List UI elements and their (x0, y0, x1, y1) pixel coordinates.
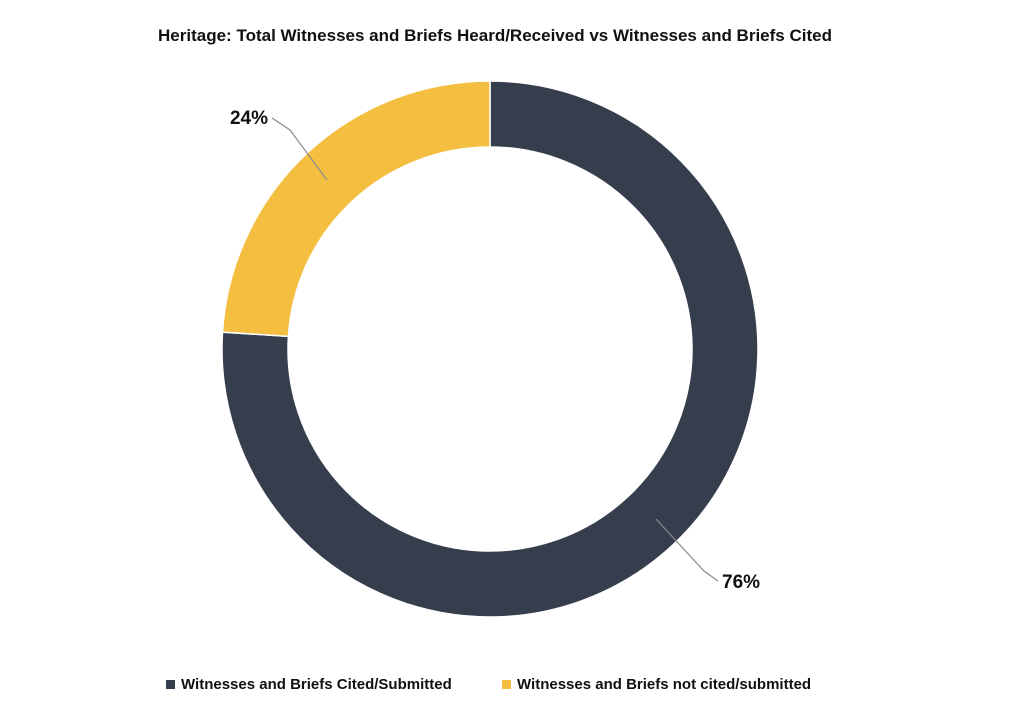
legend: Witnesses and Briefs Cited/Submitted Wit… (0, 676, 1024, 696)
leader-line-0 (655, 518, 719, 582)
donut-slices (221, 80, 759, 618)
legend-swatch-not-cited (502, 680, 511, 689)
legend-item-not-cited: Witnesses and Briefs not cited/submitted (502, 676, 811, 693)
data-labels: 76% 24% (230, 108, 760, 593)
donut-slice-0 (221, 80, 759, 618)
legend-swatch-cited (166, 680, 175, 689)
legend-label-not-cited: Witnesses and Briefs not cited/submitted (517, 676, 812, 693)
donut-slice-1 (221, 80, 491, 338)
chart-title: Heritage: Total Witnesses and Briefs Hea… (158, 26, 832, 45)
donut-chart: 76% 24% (221, 80, 760, 618)
leader-lines (271, 117, 719, 582)
data-label-0: 76% (722, 572, 760, 593)
data-label-1: 24% (230, 108, 268, 129)
legend-item-cited: Witnesses and Briefs Cited/Submitted (166, 676, 452, 693)
leader-line-1 (271, 117, 328, 181)
legend-label-cited: Witnesses and Briefs Cited/Submitted (181, 676, 452, 693)
